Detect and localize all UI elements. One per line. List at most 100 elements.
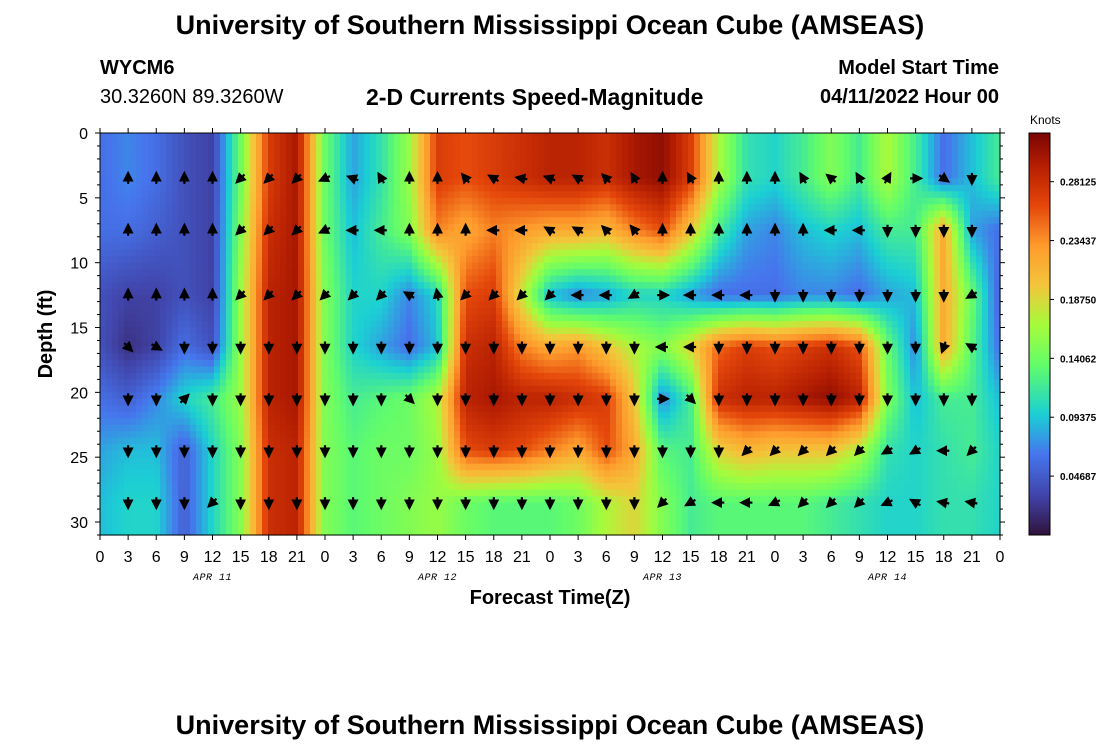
heatmap-cell <box>640 282 647 290</box>
heatmap-cell <box>844 152 851 160</box>
heatmap-cell <box>952 223 959 231</box>
heatmap-cell <box>442 204 449 212</box>
heatmap-cell <box>838 340 845 348</box>
heatmap-cell <box>214 191 221 199</box>
heatmap-cell <box>304 301 311 309</box>
heatmap-cell <box>766 178 773 186</box>
heatmap-cell <box>616 133 623 141</box>
heatmap-cell <box>550 184 557 192</box>
heatmap-cell <box>274 295 281 303</box>
heatmap-cell <box>706 204 713 212</box>
heatmap-cell <box>190 275 197 283</box>
heatmap-cell <box>106 178 113 186</box>
heatmap-cell <box>280 217 287 225</box>
heatmap-cell <box>298 249 305 257</box>
heatmap-cell <box>394 321 401 329</box>
heatmap-cell <box>934 295 941 303</box>
heatmap-cell <box>376 301 383 309</box>
heatmap-cell <box>946 152 953 160</box>
heatmap-cell <box>670 204 677 212</box>
heatmap-cell <box>652 191 659 199</box>
heatmap-cell <box>118 346 125 355</box>
heatmap-cell <box>640 308 647 316</box>
heatmap-cell <box>472 230 479 238</box>
heatmap-cell <box>142 256 149 264</box>
heatmap-cell <box>352 256 359 264</box>
heatmap-cell <box>820 152 827 160</box>
heatmap-cell <box>622 210 629 218</box>
heatmap-cell <box>220 334 227 342</box>
heatmap-cell <box>466 327 473 335</box>
heatmap-cell <box>370 256 377 264</box>
heatmap-cell <box>856 236 863 244</box>
heatmap-cell <box>898 301 905 309</box>
heatmap-cell <box>652 288 659 296</box>
heatmap-cell <box>838 314 845 322</box>
heatmap-cell <box>472 256 479 264</box>
heatmap-cell <box>712 236 719 244</box>
heatmap-cell <box>976 223 983 231</box>
heatmap-cell <box>256 340 263 348</box>
heatmap-cell <box>910 204 917 212</box>
heatmap-cell <box>922 334 929 342</box>
heatmap-cell <box>316 282 323 290</box>
heatmap-cell <box>244 301 251 309</box>
heatmap-cell <box>448 314 455 322</box>
heatmap-cell <box>394 184 401 192</box>
heatmap-cell <box>958 275 965 283</box>
heatmap-cell <box>472 204 479 212</box>
heatmap-cell <box>448 327 455 335</box>
heatmap-cell <box>568 275 575 283</box>
heatmap-cell <box>796 165 803 173</box>
heatmap-cell <box>394 139 401 147</box>
heatmap-cell <box>658 191 665 199</box>
heatmap-cell <box>334 230 341 238</box>
heatmap-cell <box>550 243 557 251</box>
heatmap-cell <box>862 191 869 199</box>
heatmap-cell <box>382 152 389 160</box>
heatmap-cell <box>616 314 623 322</box>
heatmap-cell <box>118 223 125 231</box>
heatmap-cell <box>664 204 671 212</box>
heatmap-cell <box>484 197 491 205</box>
heatmap-cell <box>616 191 623 199</box>
heatmap-cell <box>262 346 269 355</box>
heatmap-cell <box>286 165 293 173</box>
heatmap-cell <box>760 321 767 329</box>
heatmap-cell <box>730 230 737 238</box>
heatmap-cell <box>262 327 269 335</box>
heatmap-cell <box>742 314 749 322</box>
heatmap-cell <box>958 269 965 277</box>
heatmap-cell <box>904 191 911 199</box>
heatmap-cell <box>982 308 989 316</box>
heatmap-cell <box>142 165 149 173</box>
heatmap-cell <box>694 236 701 244</box>
heatmap-cell <box>880 269 887 277</box>
heatmap-cell <box>136 236 143 244</box>
heatmap-cell <box>472 197 479 205</box>
heatmap-cell <box>766 210 773 218</box>
heatmap-cell <box>256 197 263 205</box>
heatmap-cell <box>196 346 203 355</box>
heatmap-cell <box>880 249 887 257</box>
heatmap-cell <box>976 282 983 290</box>
heatmap-cell <box>874 165 881 173</box>
heatmap-cell <box>130 314 137 322</box>
heatmap-cell <box>274 301 281 309</box>
heatmap-cell <box>928 133 935 141</box>
heatmap-cell <box>508 171 515 179</box>
heatmap-cell <box>202 184 209 192</box>
heatmap-cell <box>694 269 701 277</box>
heatmap-cell <box>580 288 587 296</box>
heatmap-cell <box>724 301 731 309</box>
heatmap-cell <box>574 158 581 167</box>
heatmap-cell <box>880 217 887 225</box>
heatmap-cell <box>994 184 1001 192</box>
heatmap-cell <box>316 217 323 225</box>
heatmap-cell <box>346 269 353 277</box>
heatmap-cell <box>730 204 737 212</box>
heatmap-cell <box>796 295 803 303</box>
heatmap-cell <box>958 256 965 264</box>
heatmap-cell <box>562 191 569 199</box>
heatmap-cell <box>316 327 323 335</box>
